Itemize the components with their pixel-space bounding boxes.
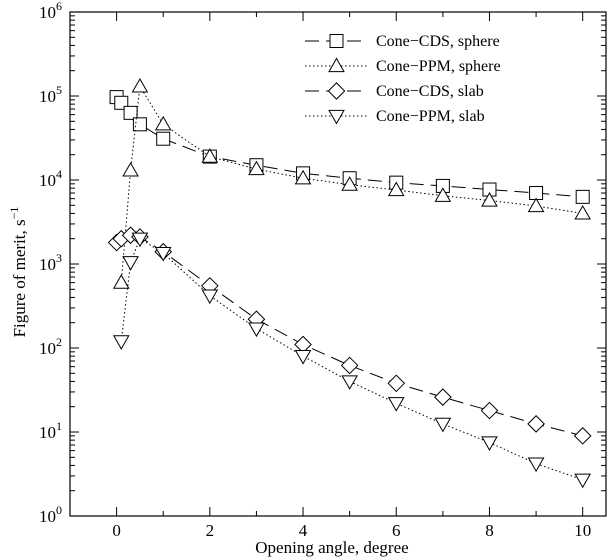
x-tick-label: 0 — [112, 521, 121, 540]
data-point — [132, 117, 147, 132]
legend: Cone−CDS, sphere Cone−PPM, sphere Cone−CDS… — [305, 33, 501, 125]
data-point — [112, 274, 130, 289]
y-tick-label: 105 — [39, 83, 62, 106]
data-point — [481, 192, 498, 207]
data-point — [248, 322, 265, 338]
x-tick-label: 8 — [485, 521, 494, 540]
y-tick-base: 10 — [39, 171, 56, 190]
legend-marker — [329, 34, 344, 48]
y-tick-exponent: 0 — [56, 503, 62, 517]
x-tick-label: 10 — [574, 521, 591, 540]
y-tick-base: 10 — [39, 87, 56, 106]
y-tick-base: 10 — [39, 3, 56, 22]
data-point — [341, 375, 358, 390]
y-axis-label-exponent: −1 — [7, 207, 21, 220]
data-point — [527, 457, 545, 473]
data-point — [156, 131, 171, 146]
data-point — [131, 77, 149, 93]
x-axis-label: Opening angle, degree — [255, 538, 408, 557]
data-point — [154, 115, 172, 131]
y-axis-label-text: Figure of merit, s — [10, 219, 29, 337]
data-point — [122, 161, 139, 177]
legend-entry: Cone−CDS, slab — [305, 82, 484, 100]
legend-marker — [327, 82, 346, 100]
data-point — [527, 415, 545, 433]
series-group — [107, 77, 592, 489]
data-point — [527, 197, 545, 213]
y-tick-label: 103 — [39, 251, 62, 274]
data-point — [574, 204, 592, 220]
data-point — [123, 105, 138, 120]
data-point — [294, 169, 312, 185]
series-0 — [109, 90, 590, 204]
data-point — [154, 246, 172, 262]
y-tick-label: 101 — [39, 419, 62, 442]
legend-label: Cone−PPM, slab — [376, 108, 485, 125]
data-point — [387, 397, 405, 412]
legend-label: Cone−PPM, sphere — [376, 58, 501, 75]
data-point — [480, 401, 499, 420]
data-point — [434, 187, 452, 202]
data-point — [201, 148, 219, 163]
data-point — [387, 374, 406, 393]
data-point — [112, 335, 130, 350]
legend-label: Cone−CDS, sphere — [376, 33, 500, 50]
series-2 — [107, 226, 592, 445]
data-point — [574, 473, 592, 489]
y-tick-label: 106 — [39, 0, 62, 22]
legend-marker — [328, 109, 345, 125]
legend-entry: Cone−PPM, sphere — [305, 57, 501, 75]
y-tick-label: 102 — [39, 335, 62, 358]
series-3 — [112, 232, 592, 489]
y-tick-exponent: 2 — [56, 335, 62, 349]
series-1 — [112, 77, 592, 289]
x-tick-label: 4 — [299, 521, 308, 540]
legend-marker — [328, 57, 345, 73]
y-tick-base: 10 — [39, 423, 56, 442]
y-tick-exponent: 1 — [56, 419, 62, 433]
y-axis-label: Figure of merit, s−1 — [7, 207, 29, 338]
data-point — [201, 289, 219, 305]
series-line — [116, 234, 583, 437]
y-tick-exponent: 4 — [56, 167, 62, 181]
legend-entry: Cone−CDS, sphere — [305, 33, 500, 50]
data-point — [248, 160, 265, 176]
data-point — [434, 388, 452, 406]
data-point — [294, 350, 312, 365]
y-tick-label: 100 — [39, 503, 62, 526]
data-point — [387, 181, 405, 197]
data-point — [434, 417, 452, 433]
data-point — [131, 232, 149, 248]
data-point — [575, 189, 590, 204]
legend-label: Cone−CDS, slab — [376, 83, 484, 100]
legend-entry: Cone−PPM, slab — [305, 108, 485, 125]
x-tick-label: 2 — [206, 521, 215, 540]
data-point — [481, 436, 498, 451]
y-tick-exponent: 5 — [56, 83, 62, 97]
y-tick-label: 104 — [39, 167, 62, 190]
y-tick-base: 10 — [39, 507, 56, 526]
data-point — [122, 256, 139, 271]
y-tick-exponent: 6 — [56, 0, 62, 13]
x-tick-label: 6 — [392, 521, 401, 540]
data-point — [573, 427, 592, 445]
y-tick-base: 10 — [39, 255, 56, 274]
data-point — [340, 356, 359, 375]
data-point — [341, 176, 358, 191]
y-tick-base: 10 — [39, 339, 56, 358]
y-tick-exponent: 3 — [56, 251, 62, 265]
